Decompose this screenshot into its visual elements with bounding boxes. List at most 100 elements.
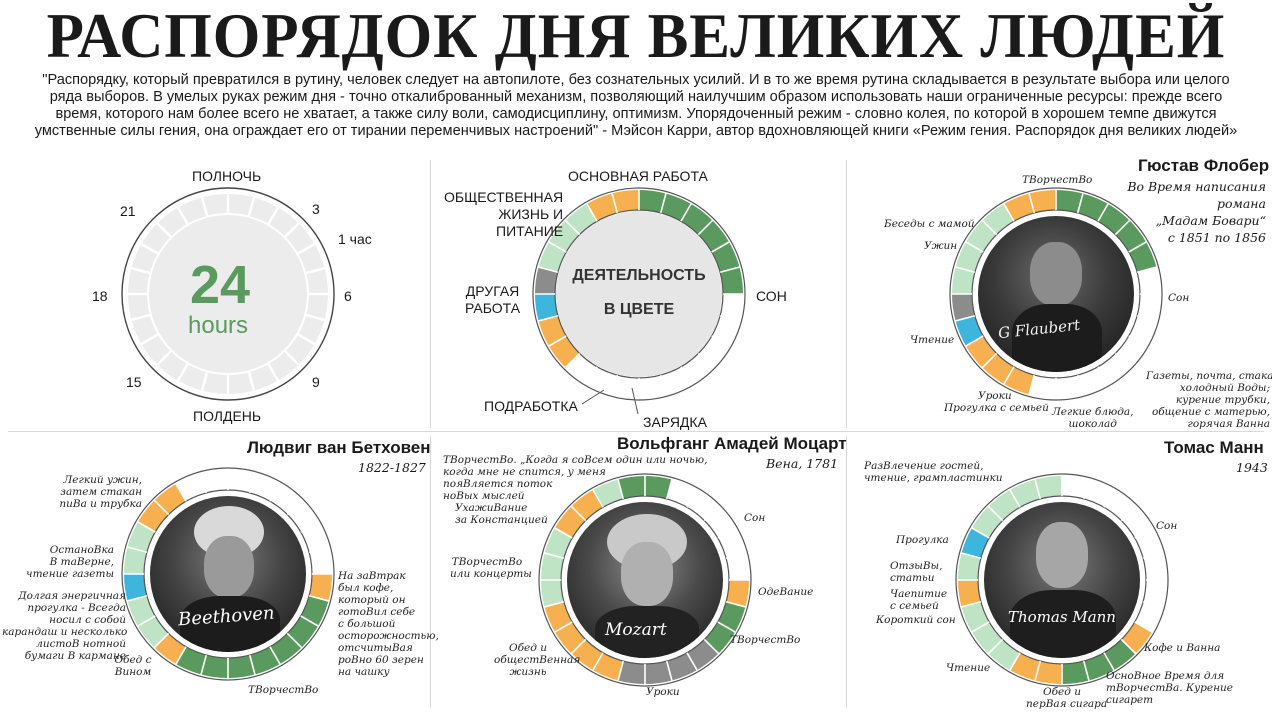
clock-label-midnight: ПОЛНОЧЬ xyxy=(192,168,262,184)
mann-hour-tick xyxy=(1134,527,1153,539)
mann-hour-tick xyxy=(1103,489,1115,508)
beethoven-label-walk: Долгая энергичная прогулка - Всегда носи… xyxy=(2,590,128,662)
mozart-hour-tick xyxy=(617,660,625,681)
mozart-segment-other_work xyxy=(541,528,573,607)
legend-hour-tick xyxy=(680,366,692,385)
mann-hour-tick xyxy=(971,621,990,633)
mann-label-reading: Чтение xyxy=(946,662,991,674)
clock-hour-tick xyxy=(283,349,300,366)
mozart-hour-tick xyxy=(570,638,587,655)
beethoven-name: Людвиг ван Бетховен xyxy=(247,438,431,457)
legend-hour-tick xyxy=(586,366,598,385)
mozart-label-courting: УхажиВание за Констанцией xyxy=(455,502,548,526)
mann-hour-tick xyxy=(971,527,990,539)
beethoven-label-tavern: ОстаноВка В таВерне, чтение газеты xyxy=(26,544,114,580)
flaubert-hour-tick xyxy=(1136,314,1157,322)
beethoven-hour-tick xyxy=(308,546,329,554)
clock-label-21: 21 xyxy=(120,203,136,219)
mozart-label-lunch: Обед и общестВенная жизнь xyxy=(494,642,581,678)
face-shape xyxy=(1036,522,1088,588)
beethoven-segment-social xyxy=(154,633,186,665)
mann-hour-tick xyxy=(1009,489,1021,508)
beethoven-hour-tick xyxy=(137,521,156,533)
mozart-segment-sleep xyxy=(666,479,749,580)
legend-hour-tick xyxy=(538,314,559,322)
flaubert-segment-work xyxy=(1056,190,1157,273)
mann-segment-other_work xyxy=(961,601,990,632)
column-divider xyxy=(430,160,431,428)
legend-hour-tick xyxy=(697,219,714,236)
mann-segment-work xyxy=(1062,639,1136,684)
mozart-hour-tick xyxy=(617,479,625,500)
legend-center-line1: ДЕЯТЕЛЬНОСТЬ xyxy=(572,267,706,284)
flaubert-hour-tick xyxy=(965,241,984,253)
flaubert-hour-tick xyxy=(955,314,976,322)
mozart-hour-tick xyxy=(703,505,720,522)
clock-center xyxy=(147,213,309,375)
flaubert-segment-social xyxy=(965,336,1035,395)
mozart-label-lessons: Уроки xyxy=(646,686,680,698)
row-divider xyxy=(8,431,1264,432)
legend-sleep: СОН xyxy=(756,288,787,304)
beethoven-hour-tick xyxy=(200,473,208,494)
flaubert-label-lessons: Уроки xyxy=(978,390,1012,402)
legend-exercise: ЗАРЯДКА xyxy=(643,414,707,430)
mann-segment-social xyxy=(958,580,981,607)
mann-hour-tick xyxy=(1082,479,1090,500)
face-shape xyxy=(621,542,673,606)
beethoven-hour-tick xyxy=(286,632,303,649)
mann-segment-social xyxy=(1010,652,1062,684)
mann-hour-tick xyxy=(987,505,1004,522)
clock-label-15: 15 xyxy=(126,374,142,390)
legend-side-job: ПОДРАБОТКА xyxy=(484,398,578,414)
legend-segment-sleep xyxy=(565,294,743,398)
clock-hour-tick xyxy=(247,370,256,391)
legend-hour-tick xyxy=(659,374,667,395)
clock-label-3: 3 xyxy=(312,201,320,217)
beethoven-hour-tick xyxy=(127,594,148,602)
clock-hour-tick xyxy=(296,242,316,256)
beethoven-hour-tick xyxy=(153,632,170,649)
flaubert-hour-tick xyxy=(955,266,976,274)
legend-segment-work xyxy=(639,190,743,294)
mozart-label-creative: ТВорчестВо xyxy=(730,634,801,646)
clock-hour-tick xyxy=(266,362,280,382)
mozart-hour-tick xyxy=(725,552,746,560)
beethoven-hour-tick xyxy=(153,499,170,516)
mann-portrait: Thomas Mann xyxy=(984,502,1140,658)
mann-hour-tick xyxy=(1120,505,1137,522)
clock-hour-tick xyxy=(131,313,152,322)
clock-hour-tick xyxy=(283,222,300,239)
flaubert-hour-tick xyxy=(1128,335,1147,347)
mozart-hour-tick xyxy=(665,479,673,500)
mozart-segment-work xyxy=(704,601,746,654)
clock-hour-tick xyxy=(156,349,173,366)
beethoven-hour-tick xyxy=(200,654,208,675)
mozart-hour-tick xyxy=(554,527,573,539)
legend-hour-tick xyxy=(719,266,740,274)
legend-hour-tick xyxy=(711,241,730,253)
clock-hour-tick xyxy=(176,206,190,226)
flaubert-label-creative: ТВорчестВо xyxy=(1022,174,1093,186)
beethoven-label-lunch: Обед с Вином xyxy=(114,654,152,678)
legend-segment-social xyxy=(587,190,639,222)
flaubert-segment-social xyxy=(1029,190,1056,213)
beethoven-hour-tick xyxy=(137,615,156,627)
mann-label-nap: Короткий сон xyxy=(876,614,956,626)
legend-segment-other_work xyxy=(538,203,597,273)
legend-hour-tick xyxy=(548,241,567,253)
beethoven-label-breakfast: На заВтрак был кофе, который он готоВил … xyxy=(338,570,439,678)
flaubert-label-light-meal: Легкие блюда, шоколад xyxy=(1052,406,1134,430)
legend-segment-social xyxy=(538,315,580,368)
body-shape xyxy=(1012,304,1102,372)
legend-other-work: ДРУГАЯ РАБОТА xyxy=(465,283,521,316)
clock-hour-tick xyxy=(304,313,325,322)
mozart-hour-tick xyxy=(554,621,573,633)
column-divider xyxy=(846,160,847,428)
body-shape xyxy=(1010,590,1116,658)
mann-hour-tick xyxy=(1142,600,1163,608)
signature: Thomas Mann xyxy=(1008,608,1116,626)
mann-label-main: ОсноВное Время для тВорчестВа. Курение с… xyxy=(1106,670,1233,706)
mann-label-sleep: Сон xyxy=(1156,520,1178,532)
mann-segment-social xyxy=(1121,622,1153,654)
